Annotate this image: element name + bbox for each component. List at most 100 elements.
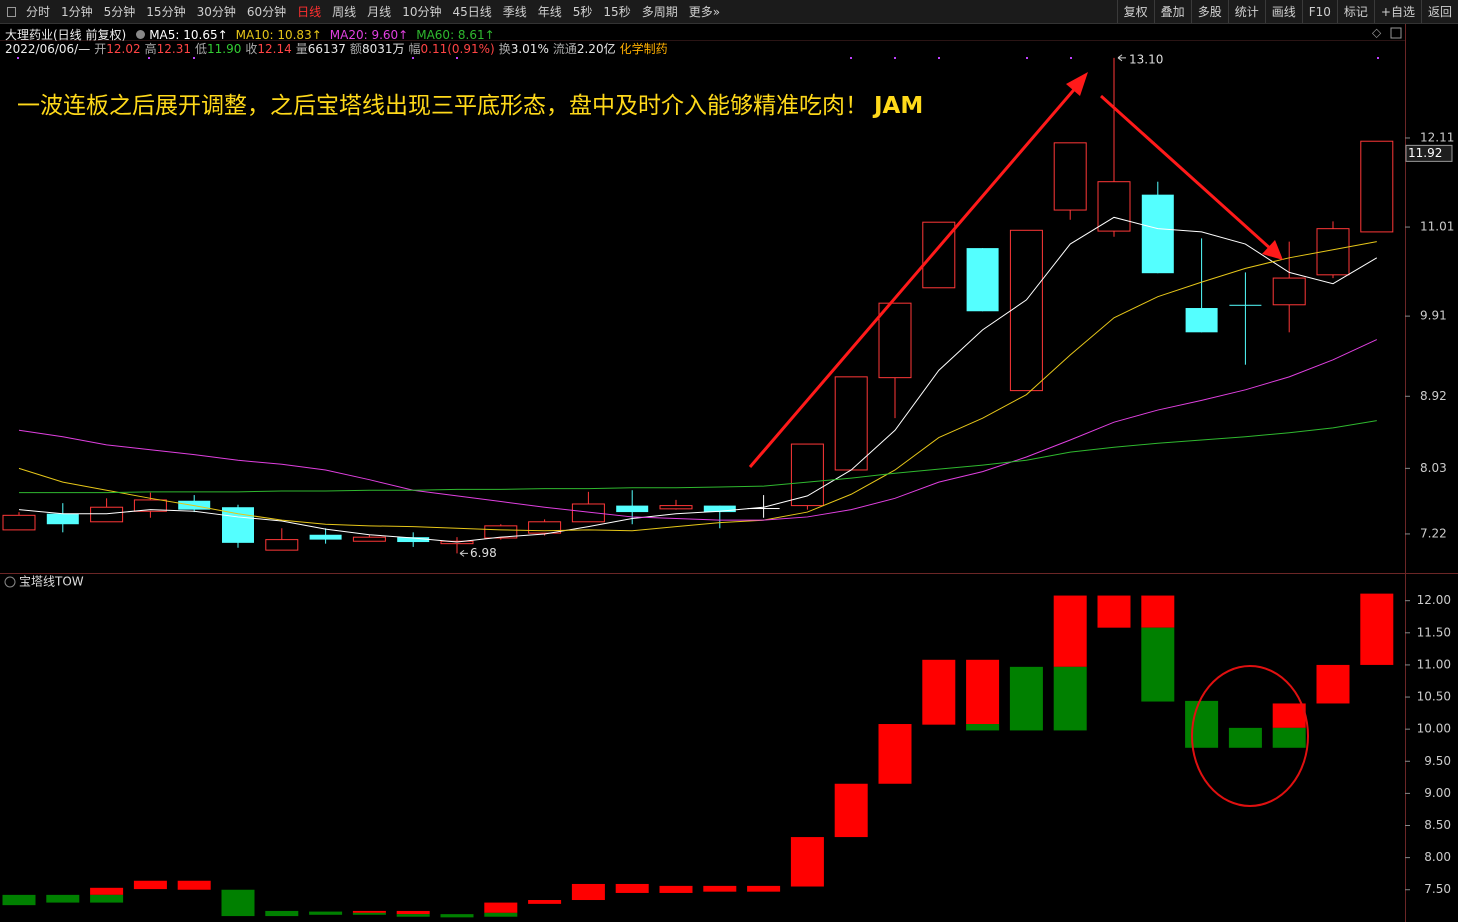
tower-bar xyxy=(1360,593,1394,665)
tower-bar xyxy=(221,889,255,917)
candle-body xyxy=(616,505,649,513)
tower-bar xyxy=(352,910,386,913)
toolbar-item[interactable]: 更多» xyxy=(688,5,721,19)
quote-label: 收 xyxy=(245,42,258,56)
quote-value: 2.20亿 xyxy=(576,42,616,56)
toolbar-item[interactable]: 统计 xyxy=(1227,0,1265,23)
annotation-tag: JAM xyxy=(874,93,924,119)
tower-bar xyxy=(2,894,36,906)
tower-bar xyxy=(571,883,605,901)
low-label: 6.98 xyxy=(470,546,497,560)
quote-label: 换 xyxy=(498,42,511,56)
toolbar-item[interactable]: 45日线 xyxy=(452,5,492,19)
tower-bar xyxy=(440,914,474,918)
tower-bar xyxy=(1316,664,1350,704)
candle-body xyxy=(1229,304,1262,306)
tower-bar xyxy=(528,900,562,904)
candle-body xyxy=(659,505,693,510)
tower-bar xyxy=(46,894,80,903)
tower-bar xyxy=(1228,727,1262,748)
quote-value: 0.11(0.91%) xyxy=(420,41,495,56)
toolbar-item[interactable]: 周线 xyxy=(332,5,357,19)
toolbar-item[interactable]: 5分钟 xyxy=(103,5,136,19)
quote-value: 3.01% xyxy=(510,41,549,56)
y-tick-label: 12.11 xyxy=(1420,130,1454,144)
candle-body xyxy=(90,506,124,523)
quote-value: 8031万 xyxy=(361,42,405,56)
y-tick-label: 11.01 xyxy=(1420,220,1454,234)
tower-bar xyxy=(878,724,912,784)
quote-value: 12.02 xyxy=(106,41,141,56)
quote-label: 流通 xyxy=(552,42,577,56)
toolbar-item[interactable]: 画线 xyxy=(1264,0,1302,23)
quote-label: 量 xyxy=(295,42,308,56)
toolbar-item[interactable]: 多股 xyxy=(1190,0,1228,23)
toolbar-right: 复权 叠加 多股 统计 画线 F10 标记 +自选 返回 xyxy=(1116,0,1458,23)
toolbar-item[interactable]: 复权 xyxy=(1116,0,1154,23)
tower-bar xyxy=(747,885,781,892)
quote-label: 低 xyxy=(194,42,207,56)
toolbar-item[interactable]: 30分钟 xyxy=(196,5,236,19)
toolbar-item[interactable]: 日线 xyxy=(297,5,322,19)
toolbar-item[interactable]: 返回 xyxy=(1420,0,1458,23)
candle-body xyxy=(265,539,299,551)
tower-bar xyxy=(1097,595,1131,628)
candle-body xyxy=(1009,229,1043,392)
y-tick-label: 11.00 xyxy=(1417,657,1451,671)
tower-bar xyxy=(1009,666,1043,731)
toolbar-item[interactable]: 年线 xyxy=(537,5,562,19)
icon xyxy=(7,6,16,17)
toolbar-item[interactable]: 季线 xyxy=(502,5,527,19)
tower-bar xyxy=(1141,627,1175,702)
tower-bar xyxy=(396,914,430,917)
toolbar-item[interactable]: 多周期 xyxy=(641,5,678,19)
toolbar-item[interactable]: 1分钟 xyxy=(61,5,93,19)
candle-body xyxy=(133,499,167,512)
toolbar-item[interactable]: 15分钟 xyxy=(146,5,186,19)
toolbar-item[interactable]: 分时 xyxy=(26,5,51,19)
industry: 化学制药 xyxy=(619,42,668,56)
toolbar-item[interactable]: F10 xyxy=(1301,0,1337,23)
tower-bar xyxy=(790,837,824,887)
toolbar-item[interactable]: 标记 xyxy=(1336,0,1374,23)
high-label: 13.10 xyxy=(1129,52,1163,66)
y-tick-label: 9.00 xyxy=(1424,786,1451,800)
y-tick-label: 11.50 xyxy=(1417,625,1451,639)
tower-bar xyxy=(922,659,956,725)
annotation-arrows xyxy=(748,72,1283,468)
toolbar-item[interactable]: 叠加 xyxy=(1153,0,1191,23)
tower-bar xyxy=(834,783,868,838)
panel-icon xyxy=(4,576,16,588)
ma-label: MA5: 10.65↑ xyxy=(149,27,228,42)
tower-bar xyxy=(484,902,518,913)
icon: ◇ xyxy=(1372,26,1382,40)
main-panel: 7.22 8.03 8.92 9.91 11.01 12.11 11.92 13.10 6.98 xyxy=(2,52,1454,560)
ma-line xyxy=(18,216,1378,543)
candle-body xyxy=(571,503,605,523)
icon xyxy=(136,30,146,39)
candle-body xyxy=(747,508,780,510)
candle-body xyxy=(46,513,79,525)
y-tick-label: 8.00 xyxy=(1424,850,1451,864)
tower-bar xyxy=(615,883,649,893)
tower-bar xyxy=(659,885,693,893)
toolbar-item[interactable]: 60分钟 xyxy=(246,5,287,19)
tower-bar xyxy=(966,659,1000,725)
y-tick-label: 10.00 xyxy=(1417,722,1451,736)
tower-bar xyxy=(177,880,211,890)
toolbar-item[interactable]: 5秒 xyxy=(572,5,593,19)
tower-bar xyxy=(90,894,124,903)
date: 2022/06/06/— xyxy=(5,41,91,56)
highlight-circle xyxy=(1191,665,1309,807)
toolbar-item[interactable]: 10分钟 xyxy=(402,5,442,19)
quote-line: 2022/06/06/— 开 12.02 高 12.31 低 11.90 收 12.14 量 661… xyxy=(5,40,672,57)
toolbar-item[interactable]: 月线 xyxy=(367,5,392,19)
y-tick-label: 8.03 xyxy=(1420,461,1447,475)
tower-bar xyxy=(1272,703,1306,728)
toolbar-item[interactable]: +自选 xyxy=(1373,0,1421,23)
toolbar-item[interactable]: 15秒 xyxy=(603,5,631,19)
quote-value: 12.31 xyxy=(156,41,191,56)
